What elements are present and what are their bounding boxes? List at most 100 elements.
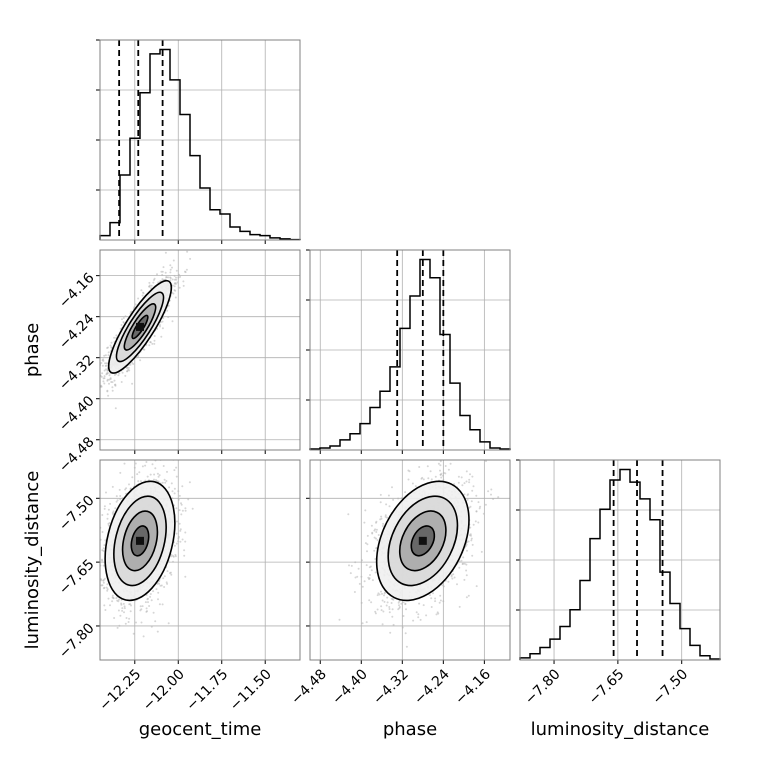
- sample-point: [137, 480, 140, 483]
- sample-point: [141, 605, 144, 608]
- sample-point: [125, 617, 128, 619]
- sample-point: [169, 279, 172, 282]
- sample-point: [172, 560, 174, 563]
- sample-point: [101, 531, 104, 533]
- sample-point: [379, 493, 382, 496]
- sample-point: [123, 462, 126, 465]
- sample-point: [374, 610, 377, 613]
- sample-point: [123, 611, 125, 614]
- histogram-geocent_time: [99, 48, 301, 241]
- sample-point: [458, 560, 461, 563]
- sample-point: [497, 496, 500, 499]
- sample-point: [119, 495, 122, 497]
- sample-point: [103, 604, 106, 607]
- sample-point: [465, 470, 468, 473]
- sample-point: [348, 564, 350, 567]
- sample-point: [157, 598, 159, 601]
- sample-point: [176, 281, 179, 284]
- sample-point: [108, 522, 111, 524]
- contour-line: [115, 291, 165, 363]
- sample-point: [385, 503, 388, 506]
- sample-point: [101, 514, 104, 516]
- sample-point: [149, 473, 152, 476]
- sample-point: [102, 550, 105, 552]
- sample-point: [184, 507, 187, 510]
- sample-point: [465, 574, 468, 577]
- sample-point: [469, 526, 472, 529]
- sample-point: [150, 625, 153, 628]
- sample-point: [165, 480, 168, 482]
- sample-point: [122, 321, 125, 323]
- sample-point: [91, 542, 93, 544]
- sample-point: [120, 602, 123, 605]
- samples-1-0: [92, 250, 192, 410]
- sample-point: [184, 531, 187, 534]
- sample-point: [153, 335, 156, 337]
- sample-point: [377, 534, 380, 536]
- sample-point: [376, 594, 379, 597]
- sample-point: [97, 607, 99, 609]
- sample-point: [162, 445, 164, 447]
- sample-point: [121, 371, 124, 374]
- sample-point: [183, 554, 186, 557]
- sample-point: [178, 509, 181, 512]
- sample-point: [103, 369, 106, 372]
- sample-point: [173, 487, 176, 490]
- density-peak: [136, 536, 144, 545]
- sample-point: [107, 597, 110, 600]
- sample-point: [103, 544, 106, 547]
- sample-point: [171, 278, 174, 281]
- sample-point: [458, 605, 461, 608]
- sample-point: [373, 536, 376, 539]
- sample-point: [177, 537, 180, 540]
- sample-point: [92, 388, 94, 390]
- sample-point: [161, 278, 164, 281]
- sample-point: [176, 520, 178, 523]
- sample-point: [442, 600, 445, 603]
- sample-point: [149, 341, 152, 344]
- sample-point: [113, 374, 116, 376]
- sample-point: [112, 513, 115, 516]
- panel-frame: [99, 249, 301, 451]
- sample-point: [103, 377, 106, 380]
- sample-point: [360, 601, 363, 604]
- sample-point: [142, 635, 145, 638]
- sample-point: [474, 520, 477, 523]
- sample-point: [100, 579, 103, 582]
- sample-point: [113, 617, 116, 619]
- sample-point: [363, 580, 366, 583]
- sample-point: [165, 276, 168, 279]
- sample-point: [170, 555, 172, 558]
- sample-point: [136, 473, 139, 476]
- sample-point: [388, 611, 391, 614]
- sample-point: [122, 317, 125, 319]
- sample-point: [407, 478, 410, 481]
- sample-point: [180, 502, 182, 505]
- sample-point: [118, 624, 121, 627]
- sample-point: [103, 375, 106, 378]
- sample-point: [181, 538, 184, 541]
- sample-point: [452, 573, 455, 576]
- sample-point: [156, 273, 158, 276]
- sample-point: [164, 481, 167, 484]
- sample-point: [439, 460, 442, 463]
- sample-point: [97, 555, 99, 557]
- sample-point: [106, 588, 109, 591]
- sample-point: [131, 476, 134, 479]
- sample-point: [106, 517, 109, 520]
- sample-point: [466, 549, 468, 552]
- sample-point: [178, 522, 181, 525]
- sample-point: [104, 365, 107, 367]
- contour-line: [130, 525, 150, 557]
- contour-line: [123, 303, 157, 351]
- sample-point: [390, 597, 393, 600]
- sample-point: [159, 584, 162, 587]
- sample-point: [149, 595, 152, 598]
- sample-point: [126, 366, 129, 369]
- sample-point: [107, 508, 110, 511]
- sample-point: [124, 622, 127, 625]
- sample-point: [376, 608, 379, 611]
- sample-point: [478, 507, 481, 510]
- sample-point: [178, 494, 181, 497]
- sample-point: [106, 379, 109, 382]
